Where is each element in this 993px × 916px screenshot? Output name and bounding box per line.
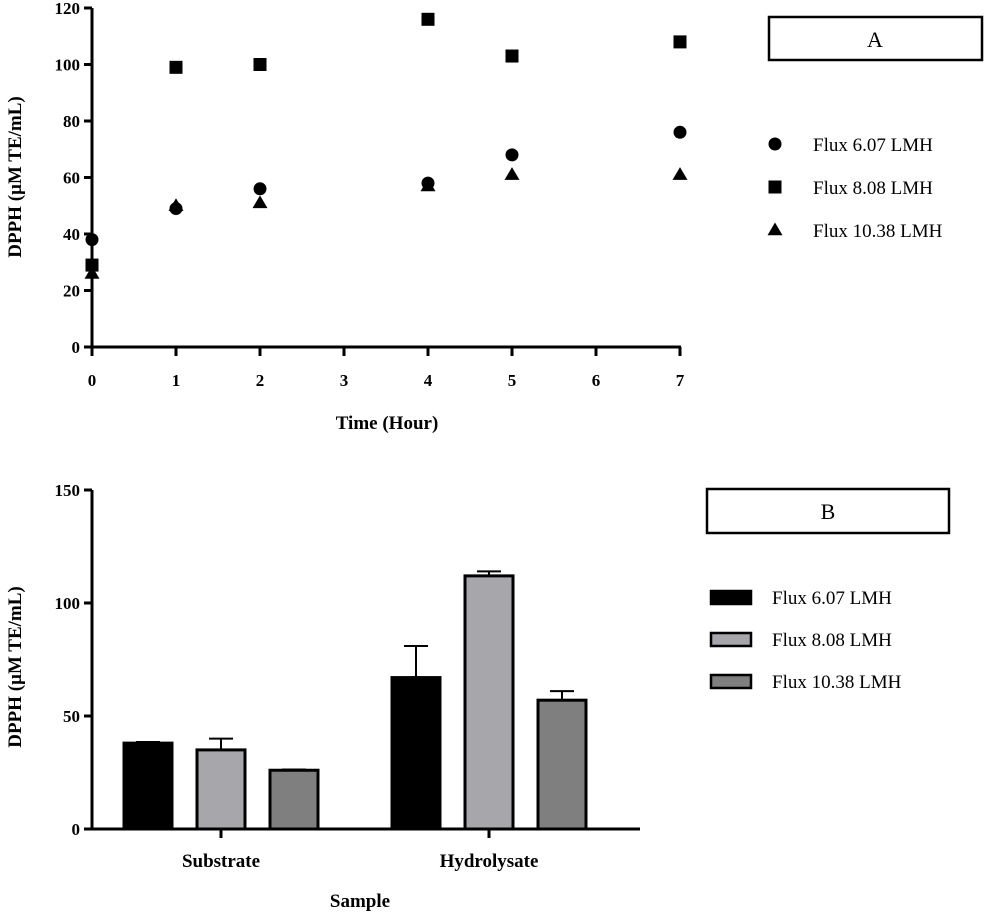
panel-a-x-axis-title: Time (Hour): [336, 413, 439, 434]
panel-b-x-axis-title: Sample: [330, 891, 390, 912]
panel-a-x-tick-label: 1: [172, 371, 181, 390]
panel-a-point-series-3: [672, 167, 688, 180]
panel-a-y-axis-title: DPPH (µM TE/mL): [5, 96, 26, 258]
panel-b-label-box: [705, 487, 951, 535]
panel-b: 0 50 100 150 Substrate Hydrolysate Sample DP…: [5, 481, 951, 912]
panel-a-legend-label-1: Flux 6.07 LMH: [813, 135, 933, 156]
panel-a-legend-marker-3: [767, 222, 783, 236]
panel-a-x-tick-label: 6: [592, 371, 601, 390]
panel-b-x-ticks: Substrate Hydrolysate: [182, 829, 539, 872]
panel-b-x-tick-label: Substrate: [182, 851, 260, 872]
panel-a-x-ticks: 0 1 2 3 4 5 6 7: [88, 347, 685, 390]
panel-a-label: A: [867, 27, 883, 52]
panel-a-point-series-1: [85, 233, 99, 247]
panel-b-legend-swatch-3: [709, 673, 753, 690]
panel-a-y-tick-label: 100: [55, 56, 81, 75]
panel-b-bar-substrate-series-2: [195, 748, 247, 831]
panel-a-legend-label-2: Flux 8.08 LMH: [813, 178, 933, 199]
panel-b-legend: Flux 6.07 LMH Flux 8.08 LMH Flux 10.38 LMH: [709, 588, 902, 693]
panel-a-point-series-2: [505, 49, 519, 63]
panel-b-bar-hydrolysate-series-2: [463, 574, 515, 831]
panel-b-y-tick-label: 150: [55, 481, 81, 500]
panel-a-point-series-2: [85, 258, 99, 272]
panel-a-point-series-1: [505, 148, 519, 162]
panel-a-y-tick-label: 80: [63, 112, 80, 131]
panel-b-bar-hydrolysate-series-1: [390, 676, 442, 831]
panel-a-point-series-1: [673, 125, 687, 139]
panel-a-label-box: [767, 15, 984, 62]
panel-a-point-series-2: [673, 35, 687, 49]
panel-b-y-tick-label: 0: [72, 820, 81, 839]
panel-b-y-ticks: 0 50 100 150: [55, 481, 92, 839]
panel-a-legend-label-3: Flux 10.38 LMH: [813, 221, 943, 242]
panel-b-y-axis-title: DPPH (µM TE/mL): [5, 586, 26, 748]
panel-b-legend-swatch-2: [709, 631, 753, 648]
panel-a-x-tick-label: 5: [508, 371, 517, 390]
panel-a-x-tick-label: 7: [676, 371, 685, 390]
panel-a-legend: Flux 6.07 LMH Flux 8.08 LMH Flux 10.38 LMH: [767, 135, 943, 242]
panel-a: 0 20 40 60 80 100 120 0 1 2 3 4 5 6 7 Time (Hour) DPP…: [5, 0, 984, 434]
panel-a-y-tick-label: 40: [63, 225, 80, 244]
panel-a-point-series-3: [252, 195, 268, 209]
panel-a-point-series-1: [253, 182, 267, 196]
panel-a-y-tick-label: 120: [55, 0, 81, 18]
panel-a-point-series-2: [169, 60, 183, 74]
panel-a-y-tick-label: 60: [63, 169, 80, 188]
panel-b-bars: [122, 570, 588, 831]
panel-a-x-tick-label: 3: [340, 371, 349, 390]
panel-b-bar-substrate-series-1: [122, 741, 174, 831]
panel-a-point-series-2: [253, 58, 267, 71]
panel-b-bar-substrate-series-3: [268, 768, 320, 831]
panel-b-legend-swatch-1: [709, 589, 753, 606]
panel-a-point-series-2: [421, 12, 435, 26]
panel-b-x-tick-label: Hydrolysate: [440, 851, 539, 872]
panel-b-y-tick-label: 100: [55, 594, 81, 613]
panel-a-x-tick-label: 0: [88, 371, 97, 390]
panel-b-bar-hydrolysate-series-3: [536, 698, 588, 831]
panel-a-point-series-3: [420, 178, 436, 192]
panel-a-legend-marker-2: [768, 180, 782, 194]
panel-b-legend-label-1: Flux 6.07 LMH: [772, 588, 892, 609]
panel-a-data-marks: [84, 12, 688, 279]
panel-b-legend-label-3: Flux 10.38 LMH: [772, 672, 902, 693]
panel-a-y-ticks: 0 20 40 60 80 100 120: [55, 0, 92, 357]
panel-b-legend-label-2: Flux 8.08 LMH: [772, 630, 892, 651]
panel-b-label: B: [821, 499, 836, 524]
panel-a-point-series-3: [84, 266, 100, 279]
panel-a-x-tick-label: 4: [424, 371, 433, 390]
panel-a-y-tick-label: 0: [72, 338, 81, 357]
panel-a-legend-marker-1: [768, 137, 782, 151]
panel-a-x-tick-label: 2: [256, 371, 265, 390]
panel-a-y-tick-label: 20: [63, 282, 80, 301]
panel-b-y-tick-label: 50: [63, 707, 80, 726]
panel-a-point-series-3: [504, 167, 520, 180]
panel-a-point-series-3: [168, 198, 184, 211]
